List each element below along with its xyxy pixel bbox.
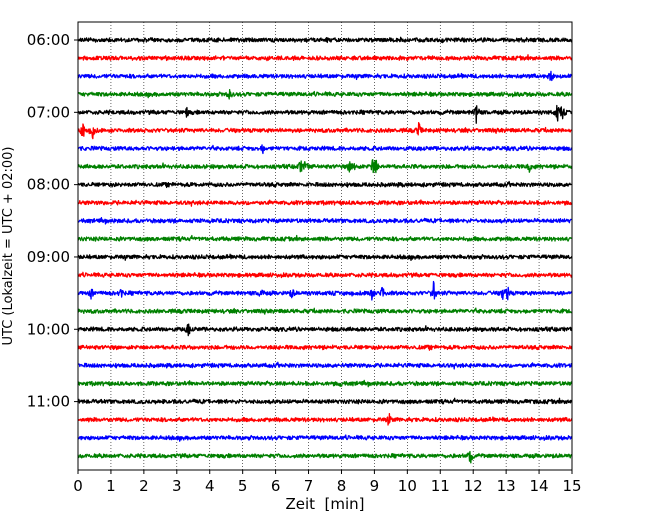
trace-1045	[77, 379, 573, 388]
x-tick-label-3: 3	[172, 477, 182, 495]
x-tick-label-6: 6	[271, 477, 281, 495]
x-tick-label-1: 1	[106, 477, 116, 495]
x-tick-label-5: 5	[238, 477, 248, 495]
trace-1130	[77, 434, 573, 442]
trace-1115	[77, 412, 573, 426]
trace-0600	[77, 36, 573, 44]
trace-0715	[77, 121, 573, 140]
y-axis-ticks: 06:00 07:00 08:00 09:00 10:00 11:00	[27, 31, 78, 411]
trace-1000	[77, 323, 573, 337]
trace-0815	[77, 199, 573, 207]
trace-0930	[77, 280, 573, 301]
trace-0900	[77, 253, 573, 262]
x-tick-label-8: 8	[337, 477, 347, 495]
x-tick-label-15: 15	[562, 477, 581, 495]
trace-0830	[77, 217, 572, 225]
trace-0730	[77, 144, 573, 155]
trace-0745	[77, 159, 573, 174]
trace-0800	[77, 180, 573, 189]
x-axis-label: Zeit [min]	[285, 495, 364, 513]
x-tick-label-12: 12	[464, 477, 483, 495]
y-tick-label-0800: 08:00	[27, 176, 70, 194]
trace-1100	[77, 397, 573, 405]
y-tick-label-1000: 10:00	[27, 320, 70, 338]
x-tick-label-11: 11	[431, 477, 450, 495]
x-axis-ticks: 0 1 2 3 4 5 6 7 8 9 10 11 12 13 14 15	[73, 470, 582, 495]
x-tick-label-7: 7	[304, 477, 314, 495]
x-tick-label-14: 14	[530, 477, 549, 495]
y-tick-label-0700: 07:00	[27, 103, 70, 121]
trace-0845	[77, 234, 572, 242]
trace-layer	[77, 36, 573, 464]
plot-frame	[77, 21, 573, 471]
trace-0615	[77, 54, 573, 62]
trace-0630	[77, 70, 573, 82]
trace-0645	[77, 88, 573, 100]
x-tick-label-4: 4	[205, 477, 215, 495]
trace-1015	[77, 344, 573, 351]
trace-0945	[77, 307, 573, 315]
y-tick-label-0600: 06:00	[27, 31, 70, 49]
x-tick-label-9: 9	[370, 477, 380, 495]
trace-0915	[77, 271, 573, 279]
x-tick-label-13: 13	[497, 477, 516, 495]
x-tick-label-0: 0	[73, 477, 83, 495]
x-tick-label-2: 2	[139, 477, 149, 495]
y-tick-label-0900: 09:00	[27, 248, 70, 266]
trace-0700	[77, 104, 573, 124]
x-tick-label-10: 10	[398, 477, 417, 495]
y-tick-label-1100: 11:00	[27, 393, 70, 411]
trace-1030	[77, 361, 573, 370]
trace-1145	[77, 450, 573, 464]
y-axis-label: UTC (Lokalzeit = UTC + 02:00)	[1, 147, 16, 346]
